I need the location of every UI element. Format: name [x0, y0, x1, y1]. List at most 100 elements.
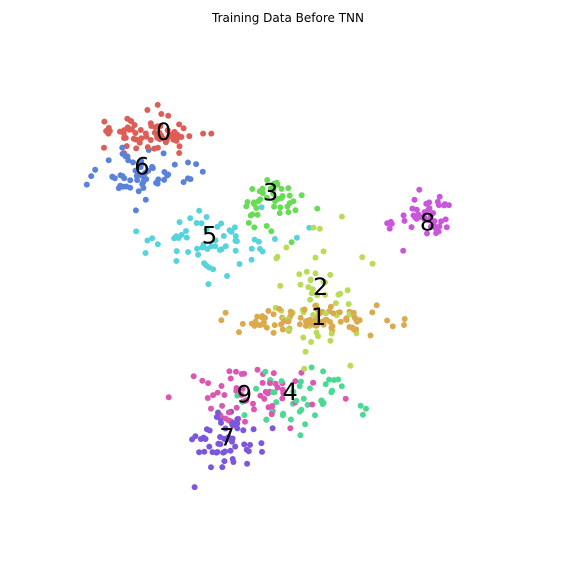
- point-class-1: [320, 321, 327, 328]
- point-class-0: [177, 133, 184, 140]
- point-class-9: [233, 368, 239, 375]
- point-class-7: [229, 456, 236, 462]
- point-class-3: [245, 219, 252, 226]
- point-class-8: [431, 218, 438, 225]
- point-class-7: [269, 425, 276, 432]
- point-class-3: [249, 186, 256, 192]
- point-class-1: [236, 329, 242, 336]
- point-class-9: [221, 392, 228, 398]
- point-class-7: [213, 414, 220, 420]
- point-class-0: [165, 112, 172, 119]
- point-class-7: [229, 438, 235, 445]
- point-class-3: [292, 207, 299, 214]
- point-class-1: [248, 320, 255, 327]
- point-class-0: [176, 150, 183, 156]
- point-class-8: [411, 196, 418, 203]
- point-class-5: [173, 248, 180, 255]
- point-class-2: [322, 310, 329, 317]
- point-class-1: [218, 317, 225, 324]
- point-class-0: [131, 122, 138, 128]
- point-class-3: [251, 224, 258, 231]
- point-class-8: [423, 200, 430, 207]
- point-class-4: [359, 411, 366, 418]
- point-class-6: [132, 207, 139, 214]
- point-class-1: [350, 309, 357, 316]
- point-class-2: [359, 254, 366, 261]
- point-class-2: [307, 296, 314, 303]
- point-class-3: [253, 205, 260, 211]
- point-class-6: [199, 168, 206, 175]
- point-class-7: [244, 460, 251, 467]
- point-class-5: [203, 214, 210, 220]
- point-class-1: [354, 318, 361, 325]
- point-class-2: [274, 253, 281, 260]
- point-class-8: [441, 201, 448, 208]
- point-class-9: [251, 406, 257, 413]
- point-class-9: [292, 378, 299, 385]
- point-class-1: [401, 316, 408, 322]
- point-class-2: [338, 213, 345, 220]
- point-class-4: [241, 412, 248, 419]
- point-class-9: [233, 404, 240, 411]
- point-class-4: [263, 416, 270, 423]
- point-class-4: [338, 383, 345, 390]
- point-class-7: [221, 458, 228, 465]
- point-class-6: [180, 179, 187, 186]
- point-class-1: [373, 302, 380, 309]
- point-class-9: [214, 389, 221, 396]
- point-class-6: [92, 166, 99, 173]
- point-class-3: [263, 194, 270, 201]
- point-class-5: [196, 207, 203, 214]
- point-class-4: [363, 405, 369, 412]
- cluster-label-6: 6: [134, 152, 149, 180]
- point-class-7: [208, 464, 214, 471]
- point-class-1: [271, 322, 278, 329]
- point-class-3: [263, 223, 270, 229]
- point-class-9: [226, 368, 233, 375]
- points-layer: [83, 101, 452, 491]
- point-class-5: [205, 281, 212, 288]
- point-class-0: [171, 133, 178, 140]
- point-class-1: [369, 309, 376, 316]
- point-class-6: [133, 173, 140, 179]
- point-class-7: [250, 426, 257, 433]
- point-class-2: [327, 337, 334, 344]
- point-class-9: [266, 380, 273, 387]
- point-class-7: [259, 448, 265, 455]
- point-class-1: [330, 310, 337, 317]
- point-class-1: [270, 329, 277, 336]
- point-class-3: [264, 177, 271, 183]
- point-class-5: [194, 245, 201, 252]
- point-class-8: [438, 218, 445, 225]
- point-class-3: [277, 204, 284, 211]
- point-class-2: [316, 225, 323, 232]
- point-class-6: [132, 167, 139, 174]
- point-class-3: [285, 185, 292, 192]
- cluster-label-4: 4: [283, 378, 298, 406]
- point-class-7: [209, 449, 216, 456]
- point-class-8: [408, 224, 415, 231]
- point-class-0: [127, 117, 134, 124]
- point-class-0: [147, 137, 154, 143]
- point-class-9: [279, 395, 286, 402]
- point-class-2: [369, 260, 376, 267]
- point-class-1: [259, 314, 266, 321]
- cluster-label-3: 3: [263, 178, 278, 206]
- point-class-2: [328, 330, 335, 337]
- point-class-1: [327, 303, 334, 310]
- point-class-8: [436, 193, 443, 200]
- cluster-label-7: 7: [219, 423, 234, 451]
- point-class-3: [271, 203, 278, 210]
- point-class-7: [196, 449, 203, 456]
- point-class-9: [227, 375, 234, 382]
- point-class-7: [229, 422, 236, 429]
- point-class-5: [185, 249, 192, 255]
- point-class-6: [119, 144, 126, 151]
- point-class-8: [434, 198, 441, 205]
- point-class-9: [222, 415, 229, 422]
- point-class-5: [149, 235, 156, 242]
- point-class-7: [218, 419, 224, 426]
- point-class-9: [225, 409, 232, 416]
- point-class-6: [109, 173, 116, 180]
- point-class-2: [303, 268, 310, 275]
